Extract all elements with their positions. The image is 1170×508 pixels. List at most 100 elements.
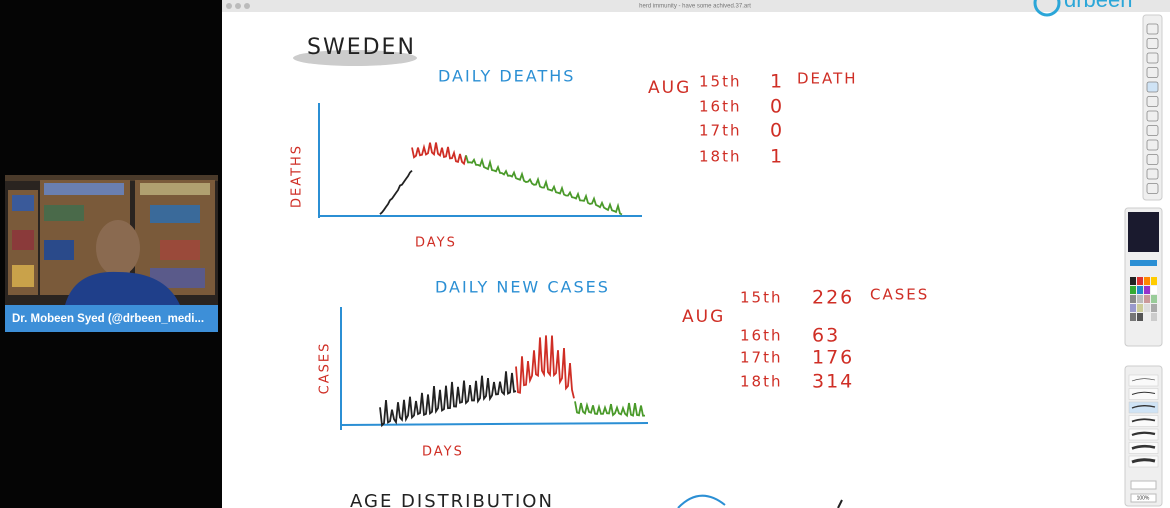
brush-slot[interactable] (1128, 374, 1159, 387)
sketch-stroke (465, 155, 623, 216)
brush-stroke (1131, 431, 1156, 437)
day-label: 18th (699, 148, 741, 166)
count-unit: CASES (870, 286, 929, 304)
tool-button[interactable] (1146, 168, 1159, 180)
color-swatch[interactable] (1151, 286, 1157, 294)
day-label: 18th (740, 373, 782, 391)
day-label: 17th (740, 349, 782, 367)
count-value: 1 (770, 146, 784, 168)
day-label: 17th (699, 122, 741, 140)
color-swatch[interactable] (1151, 295, 1157, 303)
color-swatch[interactable] (1151, 304, 1157, 312)
day-label: 16th (699, 98, 741, 116)
y-axis-label: DEATHS (290, 144, 305, 208)
y-axis-label: CASES (318, 342, 333, 395)
color-swatch[interactable] (1130, 295, 1136, 303)
count-value: 176 (812, 347, 854, 369)
tool-button[interactable] (1146, 81, 1159, 93)
color-swatch[interactable] (1130, 304, 1136, 312)
count-value: 0 (770, 120, 784, 142)
brush-stroke (1131, 418, 1156, 423)
sketch-stroke (379, 169, 413, 215)
sketch-stroke (379, 371, 517, 428)
next-heading: AGE DISTRIBUTION (350, 491, 554, 508)
color-swatch[interactable] (1144, 277, 1150, 285)
day-label: 16th (740, 327, 782, 345)
title-bar (222, 0, 1170, 12)
month: AUG (648, 78, 691, 98)
brush-slot[interactable] (1128, 415, 1159, 427)
tool-button[interactable] (1146, 154, 1159, 165)
tool-bar (1142, 14, 1163, 201)
count-value: 1 (770, 71, 784, 93)
count-value: 0 (770, 96, 784, 118)
color-swatch[interactable] (1144, 295, 1150, 303)
brush-slot[interactable] (1128, 428, 1159, 441)
color-swatch[interactable] (1137, 313, 1143, 321)
tool-button[interactable] (1146, 52, 1159, 64)
day-label: 15th (740, 289, 782, 307)
sketch-stroke (574, 401, 646, 418)
logo: drbeen (1033, 0, 1133, 17)
zoom-level[interactable]: 100% (1137, 495, 1150, 501)
color-swatch[interactable] (1144, 286, 1150, 294)
name-bar (5, 305, 218, 332)
color-swatch[interactable] (1130, 286, 1136, 294)
color-swatch[interactable] (1144, 313, 1150, 321)
presenter-name: Dr. Mobeen Syed (@drbeen_medi... (12, 313, 204, 325)
brush-stroke (1131, 458, 1156, 464)
tool-button[interactable] (1146, 110, 1159, 122)
color-swatch[interactable] (1137, 295, 1143, 303)
tool-button[interactable] (1146, 67, 1159, 78)
brush-panel: 100% (1124, 365, 1163, 507)
count-value: 314 (812, 371, 854, 393)
sketch (677, 494, 726, 508)
sketch-curve (379, 335, 646, 428)
sketch-stroke (515, 335, 575, 399)
brush-stroke (1131, 391, 1156, 395)
count-unit: DEATH (797, 70, 858, 88)
axes (318, 103, 649, 430)
color-swatch[interactable] (1130, 313, 1136, 321)
sketch-curve (379, 142, 623, 216)
tool-button[interactable] (1146, 183, 1159, 194)
count-value: 226 (812, 287, 854, 309)
day-label: 15th (699, 73, 741, 91)
brush-slot[interactable] (1128, 442, 1159, 454)
section-title: DAILY DEATHS (438, 67, 575, 86)
heading-smudge (293, 50, 417, 66)
x-axis-label: DAYS (415, 236, 457, 251)
brush-slot[interactable] (1128, 388, 1159, 400)
window-title: herd immunity - have some achived.37.art (639, 4, 751, 10)
brush-slot[interactable] (1128, 455, 1159, 468)
whiteboard (222, 0, 1170, 508)
brush-stroke (1131, 444, 1156, 450)
color-swatch[interactable] (1137, 304, 1143, 312)
brush-slot[interactable] (1128, 401, 1159, 414)
x-axis-label: DAYS (422, 445, 464, 460)
window-controls (226, 3, 250, 9)
count-value: 63 (812, 325, 840, 347)
color-swatch[interactable] (1137, 277, 1143, 285)
tool-button[interactable] (1146, 96, 1159, 107)
brush-stroke (1131, 378, 1156, 382)
section-title: DAILY NEW CASES (435, 278, 610, 297)
tool-button[interactable] (1146, 139, 1159, 151)
color-swatch[interactable] (1137, 286, 1143, 294)
color-swatch[interactable] (1130, 277, 1136, 285)
logo-text: drbeen (1064, 0, 1133, 12)
tool-button[interactable] (1146, 38, 1159, 49)
tool-button[interactable] (1146, 23, 1159, 35)
webcam (5, 175, 218, 305)
color-swatch[interactable] (1144, 304, 1150, 312)
tool-button[interactable] (1146, 125, 1159, 136)
brush-stroke (1131, 405, 1156, 409)
color-swatch[interactable] (1151, 277, 1157, 285)
sketch (837, 499, 843, 508)
month: AUG (682, 307, 725, 327)
color-swatch[interactable] (1151, 313, 1157, 321)
sketch-stroke (411, 142, 467, 166)
color-panel (1124, 207, 1163, 347)
